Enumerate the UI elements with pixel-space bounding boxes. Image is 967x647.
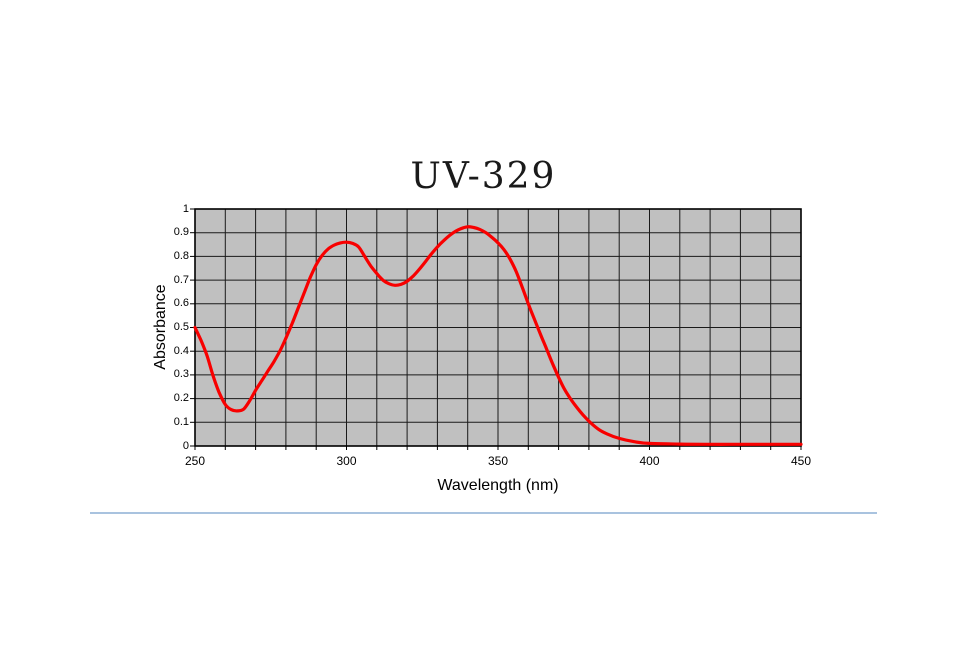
- y-tick-label: 0.6: [173, 297, 189, 310]
- x-axis-title: Wavelength (nm): [437, 477, 559, 494]
- y-tick-label: 0.2: [173, 392, 189, 405]
- y-tick-label: 0.9: [173, 226, 189, 239]
- y-tick-label: 0: [182, 439, 189, 452]
- x-tick-label: 350: [487, 454, 509, 468]
- y-tick-label: 0.8: [173, 249, 189, 262]
- x-tick-label: 400: [639, 454, 660, 468]
- y-tick-label: 1: [182, 202, 189, 215]
- spectrum-curve: [193, 225, 803, 446]
- x-tick-label: 450: [790, 454, 812, 468]
- chart-title: UV-329: [410, 156, 557, 197]
- y-tick-label: 0.7: [173, 273, 189, 286]
- x-tick-label: 250: [184, 454, 206, 468]
- x-tick-label: 300: [336, 454, 357, 468]
- plot-area: [190, 208, 803, 450]
- y-tick-label: 0.1: [173, 415, 189, 428]
- y-tick-label: 0.3: [173, 368, 189, 381]
- y-tick-label: 0.5: [173, 321, 189, 333]
- divider-line: [90, 512, 877, 514]
- y-tick-label: 0.4: [173, 344, 189, 357]
